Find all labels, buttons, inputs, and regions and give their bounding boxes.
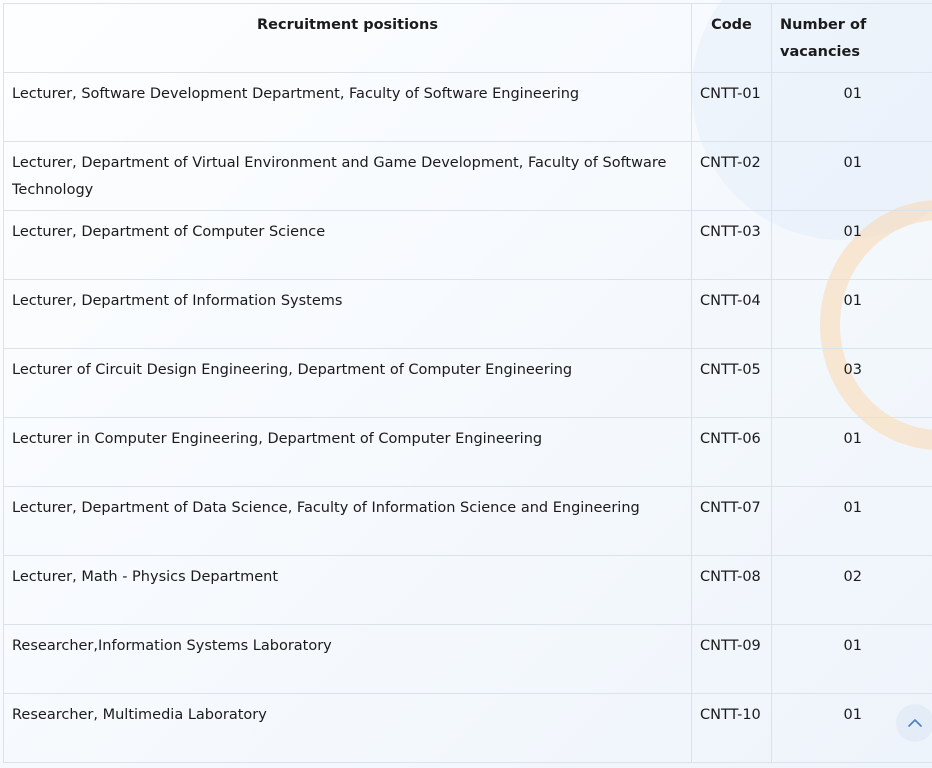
vacancies-cell: 03: [771, 348, 932, 418]
code-cell: CNTT-05: [691, 348, 772, 418]
scroll-to-top-button[interactable]: [896, 704, 932, 742]
position-cell: Lecturer, Department of Information Syst…: [3, 279, 692, 349]
vacancies-cell: 01: [771, 210, 932, 280]
vacancies-cell: 01: [771, 486, 932, 556]
recruitment-table: Recruitment positions Code Number of vac…: [3, 3, 932, 763]
table-row: Researcher, Multimedia Laboratory CNTT-10…: [3, 693, 932, 763]
vacancies-cell: 01: [771, 72, 932, 142]
table-row: Lecturer, Math - Physics Department CNTT-…: [3, 555, 932, 625]
position-cell: Lecturer, Department of Computer Science: [3, 210, 692, 280]
code-cell: CNTT-07: [691, 486, 772, 556]
code-cell: CNTT-03: [691, 210, 772, 280]
code-cell: CNTT-10: [691, 693, 772, 763]
code-cell: CNTT-01: [691, 72, 772, 142]
table-body: Lecturer, Software Development Departmen…: [3, 72, 932, 763]
header-recruitment-positions: Recruitment positions: [3, 3, 692, 73]
table-header-row: Recruitment positions Code Number of vac…: [3, 3, 932, 73]
position-cell: Lecturer, Software Development Departmen…: [3, 72, 692, 142]
table-row: Lecturer, Department of Computer Science…: [3, 210, 932, 280]
position-cell: Researcher,Information Systems Laborator…: [3, 624, 692, 694]
table-row: Lecturer, Software Development Departmen…: [3, 72, 932, 142]
vacancies-cell: 01: [771, 279, 932, 349]
position-cell: Lecturer, Math - Physics Department: [3, 555, 692, 625]
header-code: Code: [691, 3, 772, 73]
code-cell: CNTT-09: [691, 624, 772, 694]
code-cell: CNTT-02: [691, 141, 772, 211]
table-row: Lecturer of Circuit Design Engineering, …: [3, 348, 932, 418]
table-row: Lecturer, Department of Information Syst…: [3, 279, 932, 349]
code-cell: CNTT-06: [691, 417, 772, 487]
table-row: Lecturer, Department of Virtual Environm…: [3, 141, 932, 211]
vacancies-cell: 01: [771, 417, 932, 487]
position-cell: Lecturer in Computer Engineering, Depart…: [3, 417, 692, 487]
position-cell: Researcher, Multimedia Laboratory: [3, 693, 692, 763]
table-row: Lecturer in Computer Engineering, Depart…: [3, 417, 932, 487]
header-number-of-vacancies: Number of vacancies: [771, 3, 932, 73]
position-cell: Lecturer, Department of Virtual Environm…: [3, 141, 692, 211]
chevron-up-icon: [908, 719, 922, 727]
code-cell: CNTT-08: [691, 555, 772, 625]
table-row: Researcher,Information Systems Laborator…: [3, 624, 932, 694]
table-row: Lecturer, Department of Data Science, Fa…: [3, 486, 932, 556]
vacancies-cell: 01: [771, 624, 932, 694]
position-cell: Lecturer, Department of Data Science, Fa…: [3, 486, 692, 556]
vacancies-cell: 01: [771, 141, 932, 211]
vacancies-cell: 02: [771, 555, 932, 625]
code-cell: CNTT-04: [691, 279, 772, 349]
position-cell: Lecturer of Circuit Design Engineering, …: [3, 348, 692, 418]
